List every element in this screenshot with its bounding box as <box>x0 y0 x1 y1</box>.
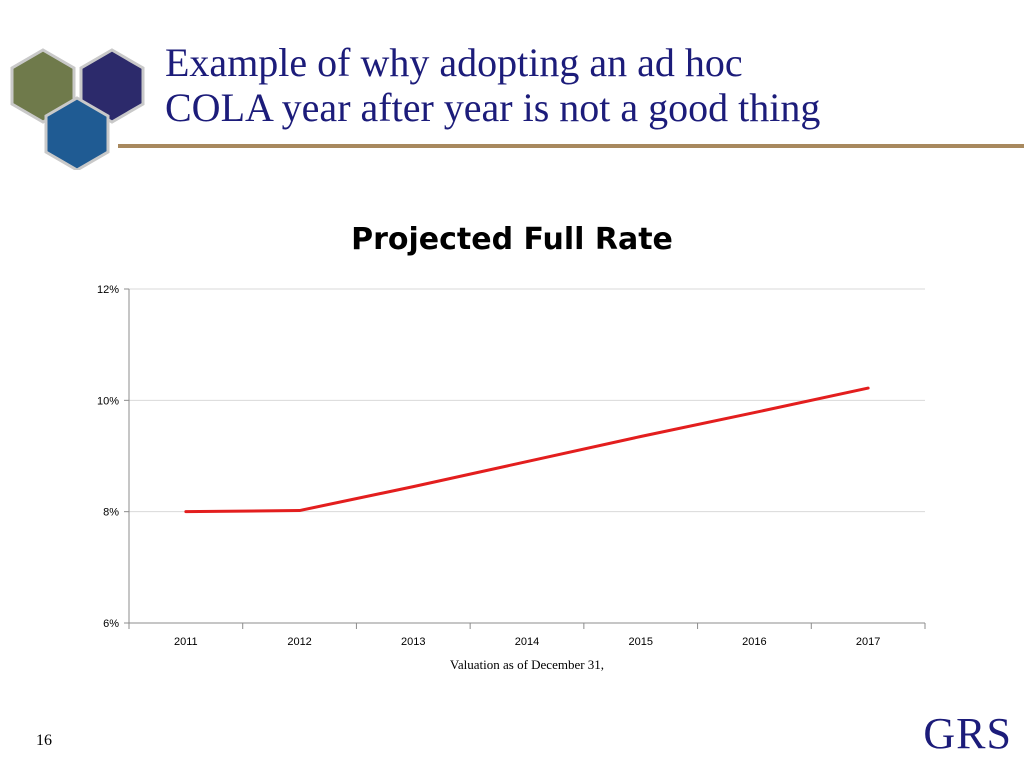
x-axis-title: Valuation as of December 31, <box>450 657 604 672</box>
data-point-2016 <box>753 412 755 414</box>
x-tick-label-2013: 2013 <box>401 636 425 648</box>
y-tick-label-0: 6% <box>103 618 119 630</box>
x-tick-label-2015: 2015 <box>628 636 652 648</box>
slide-title-line-2: COLA year after year is not a good thing <box>165 85 821 130</box>
line-chart: 6% 8% 10% 12% 2011 2012 2013 2014 2015 2016 2017 Va… <box>97 284 926 672</box>
grs-hexagon-logo <box>10 48 145 170</box>
x-tick-label-2017: 2017 <box>856 636 880 648</box>
page-number: 16 <box>36 732 52 749</box>
data-point-2015 <box>640 436 642 438</box>
data-point-2014 <box>526 461 528 463</box>
grs-wordmark: GRS <box>923 709 1012 758</box>
y-tick-label-2: 10% <box>97 395 119 407</box>
olive-hexagon <box>10 48 76 124</box>
series-line-0 <box>184 386 870 514</box>
x-tick-label-2016: 2016 <box>742 636 766 648</box>
x-tick-label-2011: 2011 <box>174 636 198 648</box>
blue-hexagon <box>44 96 110 170</box>
data-point-2012 <box>299 510 301 512</box>
navy-hexagon <box>79 48 145 124</box>
y-tick-label-1: 8% <box>103 507 119 519</box>
title-divider <box>118 144 1024 148</box>
chart-title: Projected Full Rate <box>351 222 673 257</box>
data-point-2017 <box>867 387 869 389</box>
x-tick-label-2014: 2014 <box>515 636 539 648</box>
slide-title: Example of why adopting an ad hoc COLA y… <box>165 40 1015 130</box>
data-point-2013 <box>412 486 414 488</box>
y-tick-label-3: 12% <box>97 284 119 296</box>
slide-title-line-1: Example of why adopting an ad hoc <box>165 40 743 85</box>
data-point-2011 <box>185 511 187 513</box>
x-tick-label-2012: 2012 <box>287 636 311 648</box>
